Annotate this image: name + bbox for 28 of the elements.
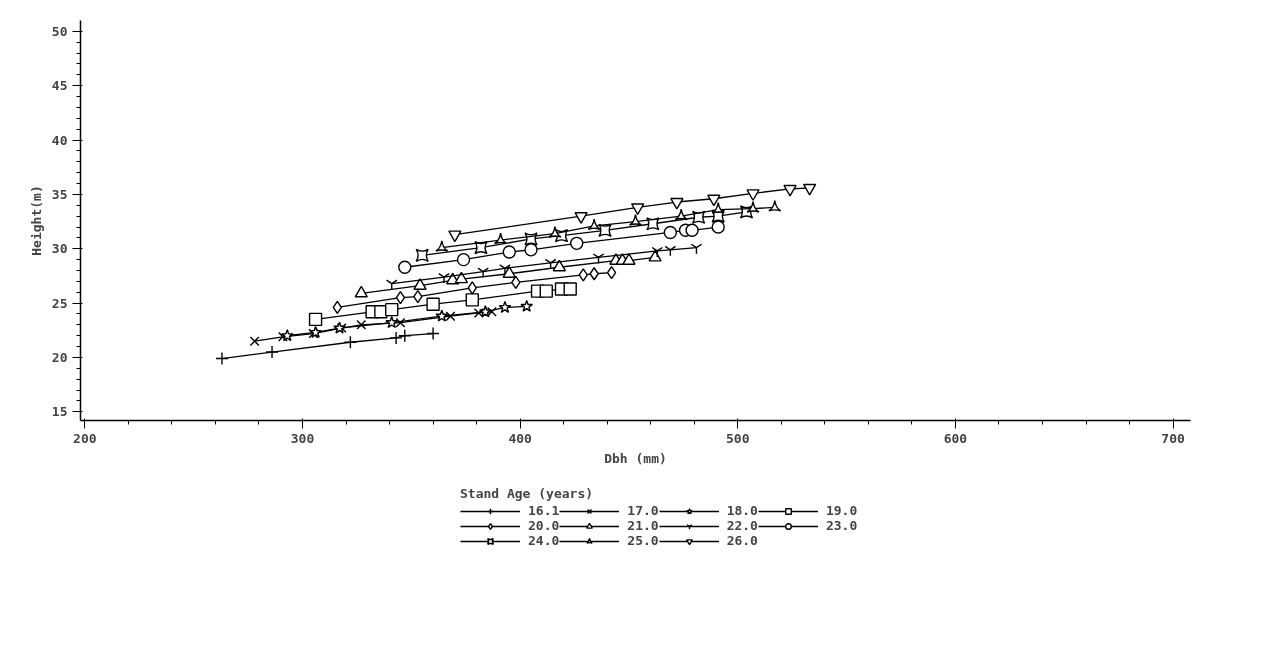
legend-label: 19.0 [825,503,858,518]
y-tick-label: 30 [51,241,68,257]
y-tick-label: 25 [51,295,68,311]
legend-label: 17.0 [627,503,659,518]
x-tick-label: 400 [508,430,533,446]
legend-label: 24.0 [528,533,560,548]
x-axis-title: Dbh (mm) [604,450,667,466]
y-tick-label: 15 [51,404,68,420]
y-tick-label: 35 [51,186,68,202]
y-tick-label: 45 [51,78,68,94]
legend-label: 22.0 [726,518,758,533]
x-tick-label: 500 [726,430,750,446]
y-tick-label: 50 [51,23,68,39]
legend-label: 26.0 [726,533,758,548]
legend-label: 20.0 [528,518,560,533]
x-tick-label: 700 [1161,430,1185,446]
legend-label: 23.0 [825,518,858,533]
x-tick-label: 600 [943,430,968,446]
legend-label: 21.0 [627,518,659,533]
x-tick-label: 200 [73,430,97,446]
x-tick-label: 300 [290,430,315,446]
legend-label: 18.0 [726,503,758,518]
legend-title: Stand Age (years) [460,486,595,501]
y-tick-label: 20 [51,349,68,365]
y-tick-label: 40 [51,132,68,148]
legend-label: 16.1 [528,503,560,518]
legend-label: 25.0 [627,533,659,548]
y-axis-title: Height(m) [28,185,44,256]
